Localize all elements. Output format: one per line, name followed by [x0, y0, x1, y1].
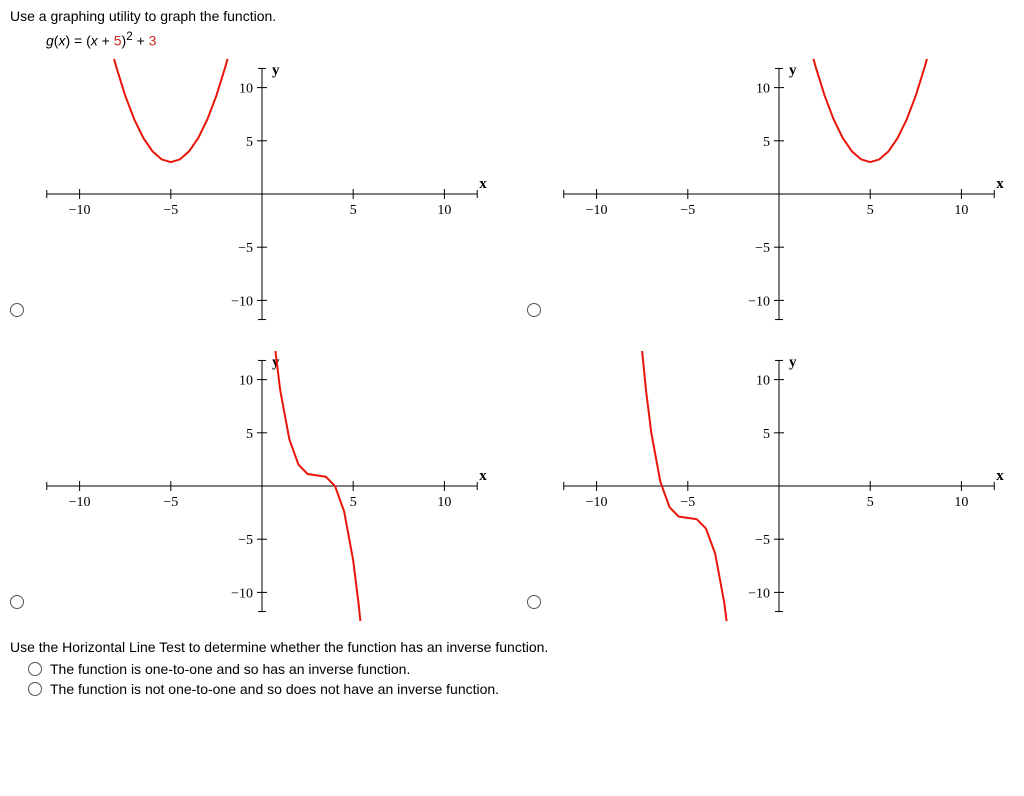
svg-text:−5: −5	[680, 203, 695, 218]
svg-text:5: 5	[867, 495, 874, 510]
svg-text:5: 5	[350, 203, 357, 218]
horizontal-line-test-section: Use the Horizontal Line Test to determin…	[10, 639, 1014, 697]
svg-text:5: 5	[867, 203, 874, 218]
svg-text:−5: −5	[755, 533, 770, 548]
graph-options-grid: −10 −5 5 10 −10 −5 5 10 x y −10 −5 5 10 −10 −5 5 10 x y −1…	[10, 59, 1014, 621]
radio-icon[interactable]	[527, 595, 541, 609]
plot-b: −10 −5 5 10 −10 −5 5 10 x y	[549, 59, 1009, 329]
svg-text:10: 10	[756, 373, 770, 388]
svg-text:5: 5	[350, 495, 357, 510]
svg-text:10: 10	[954, 495, 968, 510]
hlt-option-1[interactable]: The function is one-to-one and so has an…	[28, 661, 1014, 677]
radio-icon[interactable]	[28, 682, 42, 696]
hlt-choice-label: The function is not one-to-one and so do…	[50, 681, 499, 697]
graph-option-a[interactable]: −10 −5 5 10 −10 −5 5 10 x y	[10, 59, 497, 329]
graph-option-d[interactable]: −10 −5 5 10 −10 −5 5 10 x y	[527, 351, 1014, 621]
svg-text:x: x	[996, 468, 1004, 484]
svg-text:x: x	[479, 468, 487, 484]
radio-icon[interactable]	[28, 662, 42, 676]
svg-text:x: x	[479, 176, 487, 192]
plot-a: −10 −5 5 10 −10 −5 5 10 x y	[32, 59, 492, 329]
svg-text:−10: −10	[586, 203, 608, 218]
svg-text:−10: −10	[69, 203, 91, 218]
svg-text:5: 5	[246, 134, 253, 149]
hlt-option-2[interactable]: The function is not one-to-one and so do…	[28, 681, 1014, 697]
hlt-prompt: Use the Horizontal Line Test to determin…	[10, 639, 1014, 655]
svg-text:−5: −5	[163, 203, 178, 218]
svg-text:y: y	[272, 62, 280, 78]
svg-text:10: 10	[756, 81, 770, 96]
instruction-text: Use a graphing utility to graph the func…	[10, 8, 1014, 24]
svg-text:−5: −5	[163, 495, 178, 510]
svg-text:−10: −10	[231, 586, 253, 601]
svg-text:y: y	[789, 354, 797, 370]
svg-text:−5: −5	[680, 495, 695, 510]
svg-text:5: 5	[763, 134, 770, 149]
function-formula: g(x) = (x + 5)2 + 3	[46, 30, 1014, 49]
plot-c: −10−5510−10−5510xy	[32, 351, 492, 621]
svg-text:10: 10	[954, 203, 968, 218]
radio-icon[interactable]	[10, 595, 24, 609]
svg-text:x: x	[996, 176, 1004, 192]
svg-text:−5: −5	[238, 533, 253, 548]
svg-text:−5: −5	[238, 241, 253, 256]
svg-text:−10: −10	[231, 294, 253, 309]
svg-text:−10: −10	[69, 495, 91, 510]
svg-text:10: 10	[239, 81, 253, 96]
svg-text:−5: −5	[755, 241, 770, 256]
svg-text:y: y	[789, 62, 797, 78]
svg-text:−10: −10	[586, 495, 608, 510]
svg-text:10: 10	[437, 495, 451, 510]
radio-icon[interactable]	[10, 303, 24, 317]
plot-d: −10 −5 5 10 −10 −5 5 10 x y	[549, 351, 1009, 621]
svg-text:−10: −10	[748, 294, 770, 309]
graph-option-b[interactable]: −10 −5 5 10 −10 −5 5 10 x y	[527, 59, 1014, 329]
svg-text:10: 10	[437, 203, 451, 218]
svg-text:5: 5	[763, 426, 770, 441]
svg-text:5: 5	[246, 426, 253, 441]
graph-option-c[interactable]: −10−5510−10−5510xy	[10, 351, 497, 621]
hlt-choice-label: The function is one-to-one and so has an…	[50, 661, 410, 677]
svg-text:−10: −10	[748, 586, 770, 601]
svg-text:10: 10	[239, 373, 253, 388]
radio-icon[interactable]	[527, 303, 541, 317]
